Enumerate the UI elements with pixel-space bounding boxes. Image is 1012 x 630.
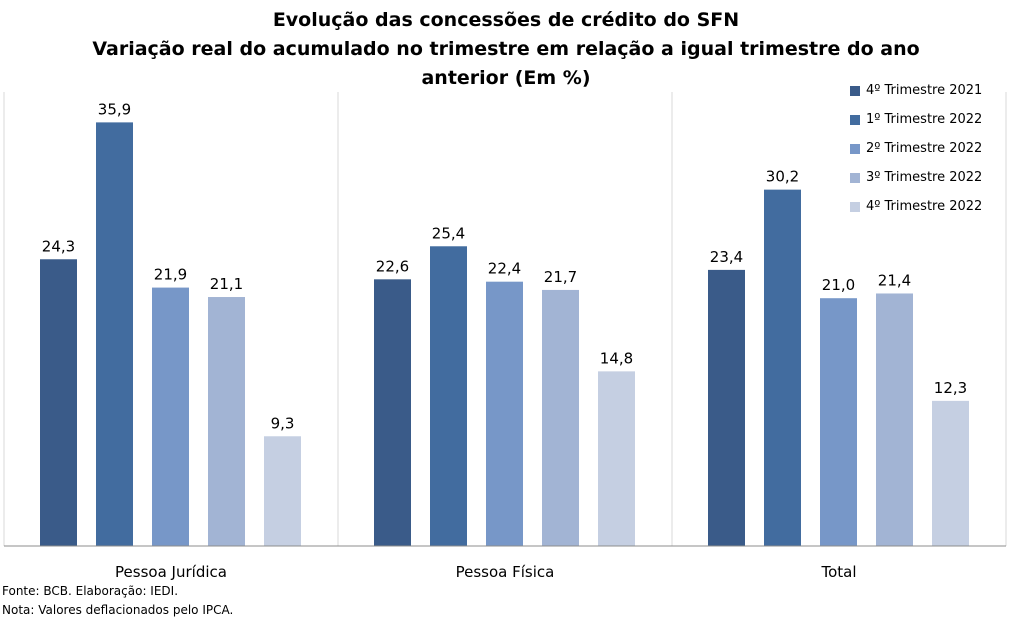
legend: 4º Trimestre 2021 1º Trimestre 2022 2º Tri… — [850, 76, 982, 221]
bar — [152, 287, 189, 546]
legend-swatch — [850, 85, 860, 96]
legend-swatch — [850, 143, 860, 154]
legend-item: 4º Trimestre 2022 — [850, 192, 982, 221]
legend-item: 4º Trimestre 2021 — [850, 76, 982, 105]
data-label: 21,4 — [878, 271, 911, 289]
legend-item: 3º Trimestre 2022 — [850, 163, 982, 192]
legend-label: 2º Trimestre 2022 — [866, 141, 983, 156]
bar — [264, 436, 301, 546]
bar — [542, 289, 579, 546]
data-label: 9,3 — [271, 414, 295, 432]
data-label: 21,1 — [210, 275, 243, 293]
data-label: 21,0 — [822, 276, 855, 294]
data-label: 24,3 — [42, 237, 75, 255]
category-label: Pessoa Física — [456, 563, 555, 581]
chart-title-line-3: anterior (Em %) — [421, 67, 591, 89]
legend-item: 1º Trimestre 2022 — [850, 105, 982, 134]
bar — [876, 293, 913, 546]
data-label: 23,4 — [710, 248, 743, 266]
data-label: 22,4 — [488, 260, 521, 278]
legend-item: 2º Trimestre 2022 — [850, 134, 982, 163]
data-label: 25,4 — [432, 224, 465, 242]
bar — [374, 279, 411, 546]
data-label: 35,9 — [98, 100, 131, 118]
bar-chart: 24,3 35,9 21,9 21,1 9,3 Pessoa Jurídica 22,6 25… — [3, 92, 1007, 581]
bar — [820, 298, 857, 546]
bar — [486, 281, 523, 546]
data-label: 14,8 — [600, 349, 633, 367]
data-label: 21,7 — [544, 268, 577, 286]
bar — [708, 269, 745, 546]
legend-swatch — [850, 114, 860, 125]
data-label: 21,9 — [154, 266, 187, 284]
bar — [764, 189, 801, 546]
legend-swatch — [850, 172, 860, 183]
chart-title-line-1: Evolução das concessões de crédito do SF… — [272, 9, 740, 31]
legend-label: 4º Trimestre 2021 — [866, 83, 983, 98]
bar — [598, 371, 635, 546]
footnotes: Fonte: BCB. Elaboração: IEDI. Nota: Valo… — [2, 582, 233, 620]
data-label: 22,6 — [376, 257, 409, 275]
legend-label: 3º Trimestre 2022 — [866, 170, 983, 185]
legend-label: 4º Trimestre 2022 — [866, 199, 983, 214]
category-label: Pessoa Jurídica — [115, 563, 227, 581]
legend-label: 1º Trimestre 2022 — [866, 112, 983, 127]
legend-swatch — [850, 201, 860, 212]
category-label: Total — [820, 563, 856, 581]
bar — [96, 122, 133, 546]
bar — [40, 259, 77, 546]
data-label: 12,3 — [934, 379, 967, 397]
data-label: 30,2 — [766, 168, 799, 186]
deflation-note: Nota: Valores deflacionados pelo IPCA. — [2, 603, 234, 617]
chart-title: Evolução das concessões de crédito do SF… — [0, 6, 1012, 93]
bar — [208, 297, 245, 546]
bar — [932, 400, 969, 546]
bar — [430, 246, 467, 546]
chart-title-line-2: Variação real do acumulado no trimestre … — [92, 38, 920, 60]
source-note: Fonte: BCB. Elaboração: IEDI. — [2, 584, 179, 598]
